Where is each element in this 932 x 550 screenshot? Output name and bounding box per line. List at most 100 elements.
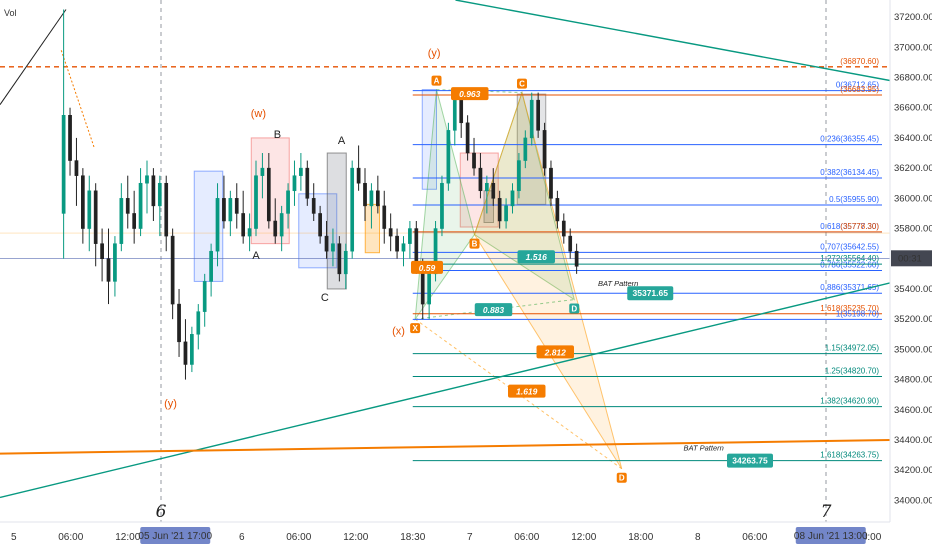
x-axis-highlight: [140, 527, 211, 544]
pattern-point-badge: [469, 238, 480, 249]
wave-label: A: [252, 250, 260, 262]
fib-level-label: 0.886(35371.65): [820, 283, 879, 292]
trendline-orange-dotted: [60, 50, 95, 149]
ratio-label: 1.516: [526, 252, 548, 262]
price-tag-text: 34263.75: [732, 456, 768, 466]
candle-body: [138, 182, 143, 229]
candle-body: [485, 182, 489, 192]
pattern-point-label: A: [434, 77, 440, 86]
ratio-badge: [451, 87, 489, 101]
x-axis-tick-label: 06:00: [58, 532, 83, 543]
fib-level-label: 0.786(35522.60): [820, 260, 879, 269]
candle-body: [504, 205, 508, 222]
volume-label: Vol: [4, 8, 17, 18]
y-axis-tick-label: 35200.00: [894, 314, 932, 325]
wave-label: (y): [164, 398, 177, 410]
candle-body: [61, 115, 66, 214]
candle-body: [279, 213, 284, 237]
candle-body: [561, 220, 566, 237]
candle-body: [555, 198, 560, 222]
candle-body: [536, 99, 540, 131]
pattern-name-label: BAT Pattern: [598, 279, 638, 288]
candle-body: [568, 235, 573, 252]
y-axis-tick-label: 34800.00: [894, 375, 932, 386]
fib-level-label: 1.272(35564.40): [820, 254, 879, 263]
current-price-tag: [891, 250, 932, 267]
x-axis-tick-label: 06:00: [286, 532, 311, 543]
current-price-tag-text: 00:31: [898, 253, 922, 264]
ratio-badge: [517, 250, 555, 264]
candle-body: [254, 175, 258, 229]
wave-label: (w): [251, 108, 266, 120]
candle-body: [472, 152, 476, 169]
y-axis-tick-label: 34000.00: [894, 495, 932, 506]
fib-level-label: 0.5(35955.90): [829, 195, 879, 204]
y-axis-tick-label: 34600.00: [894, 405, 932, 416]
wave-label: C: [321, 292, 329, 304]
candle-body: [510, 190, 515, 207]
candle-body: [292, 175, 297, 192]
candle-body: [196, 311, 201, 335]
y-axis-tick-label: 36800.00: [894, 72, 932, 83]
dashed-level-label: (36870.60): [840, 57, 879, 66]
fib-level-label: 1.25(34820.70): [825, 366, 880, 375]
x-axis-tick-label: 5: [11, 532, 17, 543]
candle-body: [414, 228, 419, 267]
candle-body: [299, 167, 303, 176]
pattern-point-badge: [616, 472, 627, 483]
candle-body: [222, 198, 226, 222]
candle-body: [433, 228, 438, 275]
candle-body: [151, 175, 156, 207]
x-axis-tick-label: 12:00: [571, 532, 596, 543]
ratio-label: 2.812: [544, 347, 567, 357]
trendline-ascending: [0, 282, 891, 499]
y-axis-tick-label: 35800.00: [894, 224, 932, 235]
candle-body: [497, 198, 502, 222]
fib-level-label: 1(35198.70): [836, 309, 879, 318]
ratio-badge: [411, 260, 443, 274]
pattern-point-label: X: [412, 324, 418, 333]
candle-body: [286, 190, 290, 214]
y-axis-tick-label: 35400.00: [894, 284, 932, 295]
x-axis-tick-label: 12:00: [115, 532, 140, 543]
candle-body: [68, 115, 72, 161]
candle-body: [93, 190, 98, 244]
candle-body: [273, 220, 278, 237]
x-axis-tick-label: 18:30: [400, 532, 425, 543]
fib-level-label: 1.618(35235.70): [820, 304, 879, 313]
candle-body: [549, 167, 553, 199]
wave-label: (y): [428, 47, 441, 59]
y-axis-tick-label: 36000.00: [894, 193, 932, 204]
candle-body: [311, 198, 316, 214]
ratio-label: 1.619: [516, 387, 538, 397]
candle-body: [247, 228, 252, 237]
candle-body: [318, 213, 322, 237]
x-axis-tick-label: 8: [695, 532, 701, 543]
fib-level-label: 0.618(35777.30): [820, 222, 879, 231]
pattern-point-label: B: [472, 240, 478, 249]
pattern-point-label: D: [619, 474, 625, 483]
ratio-badge: [536, 345, 574, 359]
candle-body: [331, 243, 335, 252]
candle-body: [157, 182, 162, 207]
candle-body: [202, 281, 207, 312]
candle-body: [529, 99, 534, 139]
x-axis-highlight-text: 05 Jun '21 17:00: [138, 531, 212, 542]
fib-level-label: 1.382(34620.90): [820, 397, 879, 406]
candle-body: [408, 228, 412, 244]
y-axis-tick-label: 36400.00: [894, 133, 932, 144]
pattern-point-badge: [431, 75, 442, 86]
candle-body: [452, 99, 457, 131]
y-axis-background: [890, 0, 932, 550]
price-tag: [627, 286, 674, 301]
day-marker-label: 7: [821, 502, 832, 522]
fib-level-label: (36683.95): [840, 85, 879, 94]
candle-body: [459, 99, 464, 124]
wave-label: A: [338, 135, 346, 147]
trendline-black: [0, 9, 67, 105]
candle-body: [427, 273, 431, 305]
y-axis-tick-label: 35000.00: [894, 344, 932, 355]
pattern-point-badge: [517, 78, 527, 89]
